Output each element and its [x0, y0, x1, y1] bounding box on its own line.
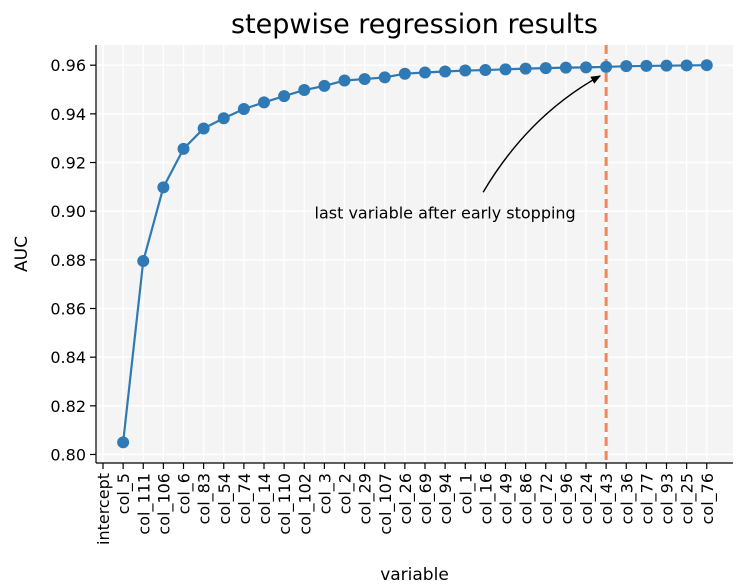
data-point-col-1 [459, 64, 472, 77]
y-tick-label: 0.80 [50, 445, 86, 464]
x-tick-label: col_107 [376, 473, 396, 535]
y-tick-label: 0.94 [50, 105, 86, 124]
y-axis-label: AUC [12, 236, 32, 272]
x-axis-label: variable [380, 565, 449, 585]
y-tick-label: 0.82 [50, 397, 86, 416]
y-tick-label: 0.96 [50, 56, 86, 75]
data-point-col-96 [559, 61, 572, 74]
x-tick-label: col_83 [195, 473, 215, 524]
data-point-col-6 [177, 142, 190, 155]
annotation-text: last variable after early stopping [315, 203, 576, 222]
x-tick-label: col_76 [698, 473, 718, 524]
annotation-arrow [482, 75, 601, 193]
data-point-col-25 [680, 59, 693, 72]
x-tick-label: col_14 [255, 473, 275, 524]
data-point-col-36 [620, 60, 633, 73]
data-point-col-14 [258, 96, 270, 109]
x-tick-label: intercept [94, 473, 113, 545]
x-tick-label: col_16 [476, 473, 496, 524]
x-tick-label: col_25 [678, 473, 698, 524]
x-tick-label: col_96 [557, 473, 577, 524]
x-tick-label: col_5 [114, 473, 134, 514]
y-tick-label: 0.90 [50, 202, 86, 221]
data-point-col-43 [600, 60, 613, 73]
data-point-col-24 [580, 61, 592, 74]
data-point-col-29 [358, 73, 371, 86]
data-point-col-107 [378, 71, 391, 84]
data-point-col-93 [660, 59, 673, 72]
x-tick-label: col_102 [295, 473, 315, 535]
data-point-col-83 [197, 122, 210, 135]
x-tick-label: col_43 [597, 473, 617, 524]
data-point-col-111 [137, 255, 150, 268]
data-point-col-110 [278, 90, 291, 103]
x-tick-label: col_54 [215, 473, 235, 524]
x-tick-label: col_110 [275, 473, 295, 535]
data-point-col-76 [700, 59, 713, 72]
x-tick-label: col_1 [456, 473, 476, 514]
x-tick-label: col_24 [577, 473, 597, 524]
x-tick-label: col_36 [617, 473, 637, 524]
data-point-col-26 [398, 67, 411, 80]
data-point-col-2 [338, 74, 351, 87]
data-point-col-5 [117, 436, 130, 449]
data-point-col-54 [217, 112, 230, 125]
chart-title: stepwise regression results [231, 9, 598, 40]
data-point-col-94 [439, 65, 452, 78]
x-tick-label: col_26 [396, 473, 416, 524]
x-tick-label: col_49 [497, 473, 517, 524]
y-tick-label: 0.84 [50, 348, 86, 367]
x-tick-label: col_74 [235, 473, 255, 524]
x-tick-label: col_94 [436, 473, 456, 524]
x-tick-label: col_6 [175, 473, 195, 514]
x-tick-label: col_72 [537, 473, 557, 524]
x-tick-label: col_29 [356, 473, 376, 524]
data-point-col-74 [237, 102, 250, 115]
x-tick-label: col_86 [517, 473, 537, 524]
data-point-col-3 [318, 79, 331, 92]
data-point-col-16 [479, 64, 492, 77]
data-point-col-49 [499, 63, 512, 76]
x-tick-label: col_77 [637, 473, 657, 524]
y-tick-label: 0.86 [50, 300, 86, 319]
data-point-col-102 [298, 84, 311, 97]
data-point-col-77 [640, 59, 653, 72]
x-tick-label: col_3 [315, 473, 335, 514]
data-point-col-106 [157, 181, 170, 194]
x-tick-label: col_106 [154, 473, 174, 535]
x-tick-label: col_93 [658, 473, 678, 524]
grid-lines [96, 45, 733, 463]
plot-area [96, 45, 733, 463]
data-point-col-86 [519, 62, 532, 75]
x-tick-label: col_111 [134, 473, 154, 535]
data-point-col-69 [419, 66, 431, 79]
data-point-col-72 [539, 62, 552, 75]
y-tick-label: 0.88 [50, 251, 86, 270]
y-tick-label: 0.92 [50, 154, 86, 173]
x-tick-label: col_2 [336, 473, 356, 514]
x-tick-label: col_69 [416, 473, 436, 524]
